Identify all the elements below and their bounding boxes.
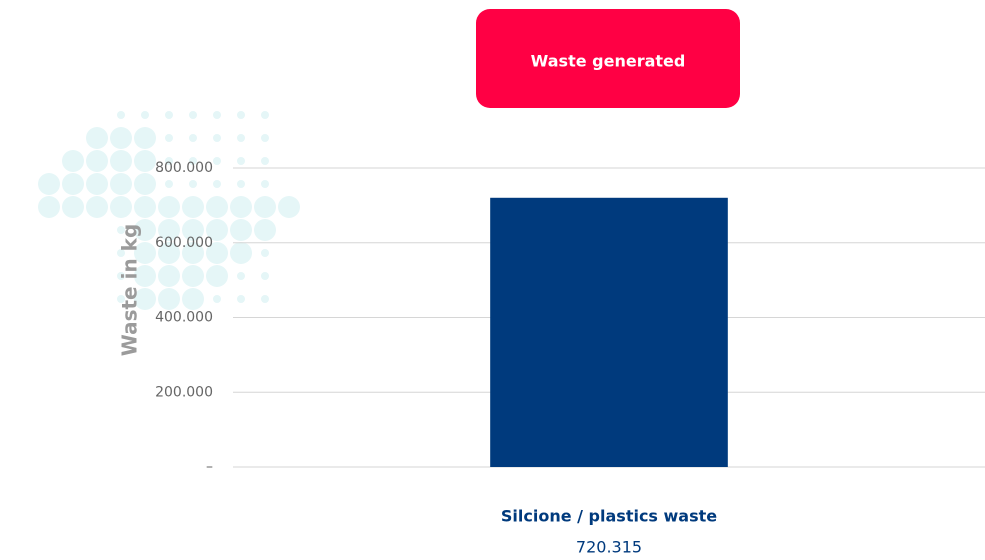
dot [134,196,156,218]
dot [189,111,197,119]
dot [237,134,245,142]
dot [86,150,108,172]
dot [213,295,221,303]
dot [230,219,252,241]
dot [213,111,221,119]
dot [261,157,269,165]
dot [117,249,125,257]
dot [230,196,252,218]
dot [237,272,245,280]
dot [261,111,269,119]
dot [134,288,156,310]
dot [86,127,108,149]
dot [158,288,180,310]
dot [134,127,156,149]
dot [38,173,60,195]
dot [261,180,269,188]
dot [237,111,245,119]
y-tick-label: 200.000 [155,384,213,400]
dot [165,180,173,188]
dot [189,157,197,165]
x-tick-label: Silcione / plastics waste [501,507,717,526]
dot [134,150,156,172]
dot [38,196,60,218]
dot [165,134,173,142]
dot [213,180,221,188]
dot [182,265,204,287]
dot [117,295,125,303]
y-axis-label: Waste in kg [118,224,142,357]
dot [62,173,84,195]
dot [134,265,156,287]
dot [117,111,125,119]
dot [189,180,197,188]
dot [206,196,228,218]
dot [237,295,245,303]
dot [86,173,108,195]
dot [86,196,108,218]
bar [490,197,728,467]
dot [182,242,204,264]
dot [158,265,180,287]
dot [117,226,125,234]
dot [134,242,156,264]
dot [230,242,252,264]
dot [278,196,300,218]
chart-title: Waste generated [531,52,686,71]
y-tick-label: 400.000 [155,310,213,326]
dot [134,173,156,195]
dot [165,111,173,119]
dot [182,219,204,241]
dot [206,242,228,264]
dot [117,272,125,280]
dot [261,134,269,142]
y-tick-label: – [206,459,213,475]
dot [110,150,132,172]
dot [261,249,269,257]
value-label: 720.315 [576,538,642,557]
dot [206,219,228,241]
decoration [38,111,300,310]
dot [165,157,173,165]
y-tick-label: 600.000 [155,235,213,251]
dot [213,134,221,142]
dot [237,157,245,165]
dot [141,111,149,119]
dot [110,127,132,149]
dot [134,219,156,241]
dot [182,196,204,218]
dot [213,157,221,165]
dot [237,180,245,188]
dot [254,196,276,218]
dot [62,196,84,218]
y-tick-label: 800.000 [155,160,213,176]
dot [206,265,228,287]
dot [261,272,269,280]
dot [189,134,197,142]
dot [158,196,180,218]
dot [158,219,180,241]
dot [110,196,132,218]
dot [182,288,204,310]
dot [62,150,84,172]
title-box [476,9,740,108]
dot [110,173,132,195]
dot [254,219,276,241]
dot [158,242,180,264]
dot [261,295,269,303]
